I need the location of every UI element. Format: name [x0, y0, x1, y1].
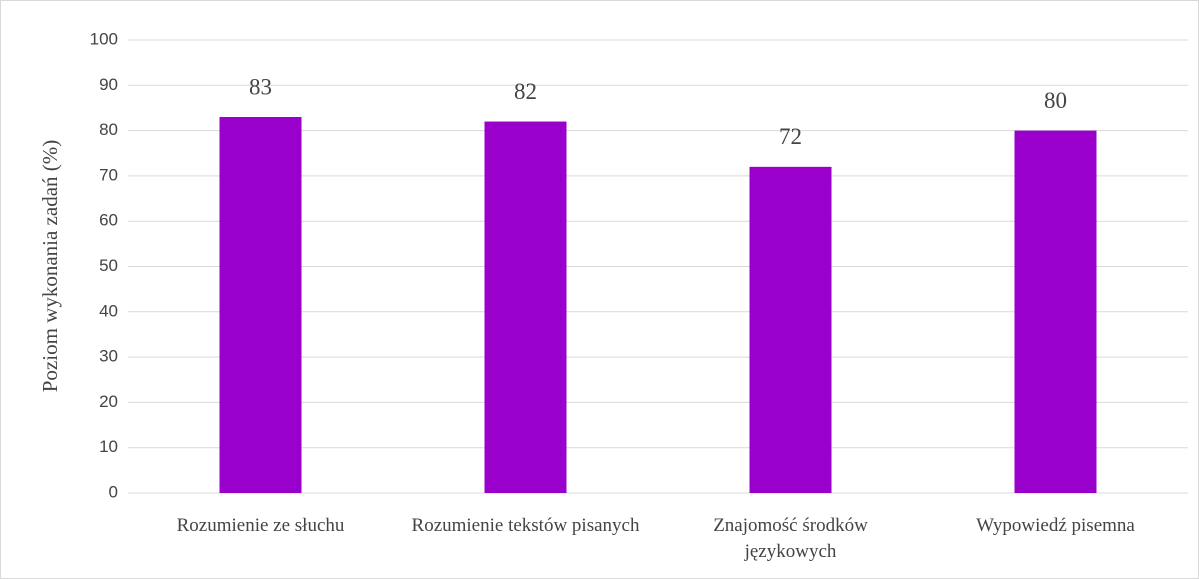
x-tick-label: Rozumienie ze słuchu [176, 515, 345, 536]
y-tick-label: 100 [90, 29, 118, 48]
bar [219, 117, 302, 493]
bar [484, 121, 567, 493]
y-tick-label: 70 [99, 165, 118, 184]
x-tick-label: Znajomość środków językowych [713, 515, 868, 562]
data-label: 83 [249, 74, 272, 99]
x-tick-label: Wypowiedź pisemna [976, 515, 1135, 536]
data-label: 72 [779, 124, 802, 149]
bar [749, 166, 832, 493]
y-tick-label: 60 [99, 211, 118, 230]
y-axis-label: Poziom wykonania zadań (%) [38, 140, 62, 393]
data-label: 82 [514, 79, 537, 104]
y-tick-label: 40 [99, 301, 118, 320]
y-tick-label: 10 [99, 437, 118, 456]
y-tick-label: 0 [109, 482, 118, 501]
bar [1014, 130, 1097, 493]
y-tick-label: 20 [99, 392, 118, 411]
y-tick-label: 30 [99, 347, 118, 366]
x-tick-label: Rozumienie tekstów pisanych [411, 515, 640, 536]
y-tick-label: 80 [99, 120, 118, 139]
y-tick-label: 90 [99, 75, 118, 94]
data-label: 80 [1044, 88, 1067, 113]
y-tick-label: 50 [99, 256, 118, 275]
